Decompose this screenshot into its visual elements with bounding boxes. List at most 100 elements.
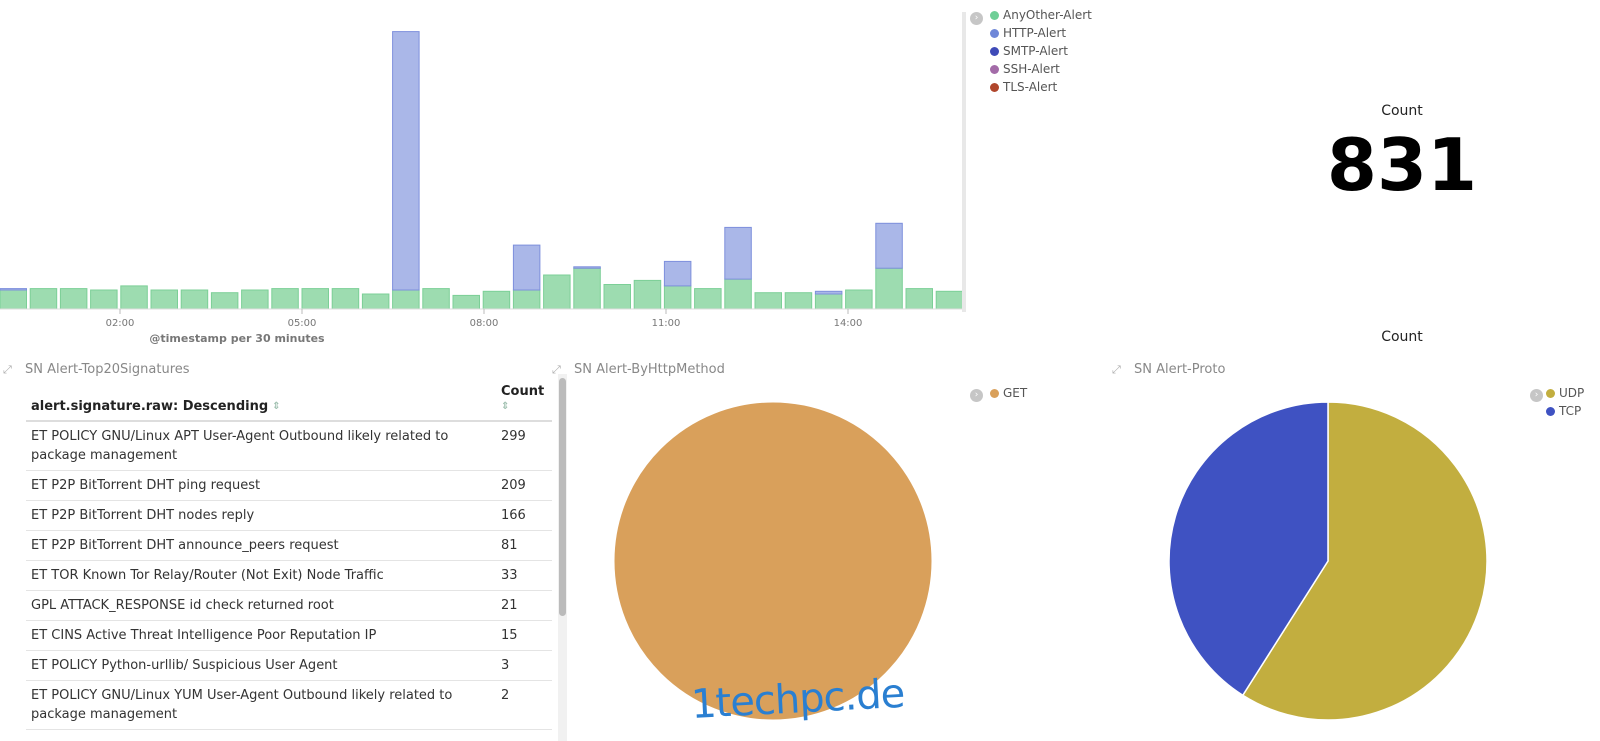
legend-toggle-icon[interactable]: › xyxy=(970,12,983,25)
count-cell: 166 xyxy=(496,500,552,531)
legend-toggle-icon[interactable]: › xyxy=(970,389,983,402)
signatures-table: alert.signature.raw: Descending ⇕ Count ⇕ … xyxy=(26,380,552,730)
table-row[interactable]: ET P2P BitTorrent DHT announce_peers req… xyxy=(26,530,552,561)
bar-anyother-alert[interactable] xyxy=(331,288,360,310)
bar-anyother-alert[interactable] xyxy=(935,290,964,310)
count-cell: 33 xyxy=(496,560,552,591)
legend-dot-icon xyxy=(1546,406,1555,416)
bar-anyother-alert[interactable] xyxy=(905,288,933,310)
legend-dot-icon xyxy=(990,388,999,398)
bar-http-alert[interactable] xyxy=(663,260,692,287)
bar-anyother-alert[interactable] xyxy=(422,288,450,310)
legend-label: SMTP-Alert xyxy=(1003,44,1068,58)
count-cell: 3 xyxy=(496,650,552,681)
legend-item[interactable]: SSH-Alert xyxy=(990,60,1092,78)
table-row[interactable]: ET CINS Active Threat Intelligence Poor … xyxy=(26,620,552,651)
table-row[interactable]: ET POLICY GNU/Linux APT User-Agent Outbo… xyxy=(26,421,552,471)
bar-anyother-alert[interactable] xyxy=(845,289,873,310)
bar-anyother-alert[interactable] xyxy=(0,289,27,310)
http-method-header: ⤢ SN Alert-ByHttpMethod xyxy=(552,362,725,377)
bar-anyother-alert[interactable] xyxy=(754,292,782,310)
bar-anyother-alert[interactable] xyxy=(573,267,601,310)
bar-anyother-alert[interactable] xyxy=(59,288,88,310)
bar-anyother-alert[interactable] xyxy=(543,274,571,310)
pie-slice-udp[interactable] xyxy=(1241,401,1488,721)
alerts-histogram: 02:00 05:00 08:00 11:00 14:00 @timestamp per… xyxy=(0,31,964,345)
legend-label: AnyOther-Alert xyxy=(1003,8,1092,22)
expand-icon[interactable]: ⤢ xyxy=(3,362,12,376)
pie-slice-tcp[interactable] xyxy=(1168,401,1329,697)
panel-title: SN Alert-Top20Signatures xyxy=(25,362,190,377)
x-tick-label: 02:00 xyxy=(106,318,135,329)
panel-title: SN Alert-ByHttpMethod xyxy=(574,362,725,377)
bar-anyother-alert[interactable] xyxy=(271,288,299,310)
column-header-signature[interactable]: alert.signature.raw: Descending ⇕ xyxy=(26,380,496,422)
bar-anyother-alert[interactable] xyxy=(512,289,541,310)
bar-anyother-alert[interactable] xyxy=(784,292,813,310)
histogram-legend: AnyOther-Alert HTTP-Alert SMTP-Alert SSH-Al… xyxy=(990,6,1092,96)
legend-item[interactable]: SMTP-Alert xyxy=(990,42,1092,60)
panel-divider xyxy=(962,12,966,312)
pie-slice-get[interactable] xyxy=(613,401,933,721)
bar-anyother-alert[interactable] xyxy=(482,290,511,310)
bar-anyother-alert[interactable] xyxy=(150,289,178,310)
legend-item[interactable]: UDP xyxy=(1546,384,1584,402)
table-scrollbar-thumb[interactable] xyxy=(559,378,566,616)
bar-anyother-alert[interactable] xyxy=(724,278,752,310)
bar-http-alert[interactable] xyxy=(512,244,541,291)
legend-item[interactable]: HTTP-Alert xyxy=(990,24,1092,42)
legend-item[interactable]: GET xyxy=(990,384,1027,402)
bar-anyother-alert[interactable] xyxy=(361,293,390,310)
legend-toggle-icon[interactable]: › xyxy=(1530,389,1543,402)
bar-anyother-alert[interactable] xyxy=(663,285,692,310)
bar-http-alert[interactable] xyxy=(875,222,903,269)
bar-anyother-alert[interactable] xyxy=(29,288,58,310)
expand-icon[interactable]: ⤢ xyxy=(552,362,561,376)
x-tick-label: 11:00 xyxy=(652,318,681,329)
bar-anyother-alert[interactable] xyxy=(392,289,420,310)
bar-anyother-alert[interactable] xyxy=(301,288,329,310)
legend-label: TLS-Alert xyxy=(1003,80,1058,94)
x-tick-label: 05:00 xyxy=(288,318,317,329)
table-row[interactable]: ET TOR Known Tor Relay/Router (Not Exit)… xyxy=(26,560,552,591)
bar-anyother-alert[interactable] xyxy=(90,289,118,310)
proto-header: ⤢ SN Alert-Proto xyxy=(1112,362,1225,377)
column-header-count[interactable]: Count ⇕ xyxy=(496,380,552,422)
bar-anyother-alert[interactable] xyxy=(633,279,662,310)
table-row[interactable]: ET POLICY Python-urllib/ Suspicious User… xyxy=(26,650,552,681)
bar-http-alert[interactable] xyxy=(392,31,420,291)
sort-icon[interactable]: ⇕ xyxy=(501,400,510,412)
legend-item[interactable]: TLS-Alert xyxy=(990,78,1092,96)
table-row[interactable]: ET POLICY GNU/Linux YUM User-Agent Outbo… xyxy=(26,680,552,730)
legend-item[interactable]: AnyOther-Alert xyxy=(990,6,1092,24)
bar-http-alert[interactable] xyxy=(573,266,601,269)
count-cell: 299 xyxy=(496,421,552,471)
bar-anyother-alert[interactable] xyxy=(694,288,722,310)
bar-anyother-alert[interactable] xyxy=(452,294,480,310)
bar-anyother-alert[interactable] xyxy=(603,284,631,310)
bar-anyother-alert[interactable] xyxy=(210,292,239,310)
bar-http-alert[interactable] xyxy=(814,290,843,295)
bar-anyother-alert[interactable] xyxy=(814,293,843,310)
table-row[interactable]: ET P2P BitTorrent DHT ping request 209 xyxy=(26,470,552,501)
legend-label: HTTP-Alert xyxy=(1003,26,1067,40)
sort-icon[interactable]: ⇕ xyxy=(272,400,281,412)
table-row[interactable]: ET P2P BitTorrent DHT nodes reply 166 xyxy=(26,500,552,531)
bar-anyother-alert[interactable] xyxy=(180,289,209,310)
signature-cell: ET POLICY GNU/Linux APT User-Agent Outbo… xyxy=(26,421,496,471)
bar-anyother-alert[interactable] xyxy=(120,285,148,310)
expand-icon[interactable]: ⤢ xyxy=(1112,362,1121,376)
panel-title: SN Alert-Proto xyxy=(1134,362,1226,377)
legend-label: TCP xyxy=(1559,404,1582,418)
signature-cell: ET CINS Active Threat Intelligence Poor … xyxy=(26,620,496,651)
table-row[interactable]: GPL ATTACK_RESPONSE id check returned ro… xyxy=(26,590,552,621)
bar-http-alert[interactable] xyxy=(0,288,27,291)
bar-anyother-alert[interactable] xyxy=(241,289,269,310)
signature-cell: ET P2P BitTorrent DHT announce_peers req… xyxy=(26,530,496,561)
legend-item[interactable]: TCP xyxy=(1546,402,1584,420)
signature-cell: GPL ATTACK_RESPONSE id check returned ro… xyxy=(26,590,496,621)
bar-http-alert[interactable] xyxy=(724,226,752,280)
legend-label: GET xyxy=(1003,386,1028,400)
proto-chart-title: Count xyxy=(1381,329,1423,345)
bar-anyother-alert[interactable] xyxy=(875,267,903,310)
